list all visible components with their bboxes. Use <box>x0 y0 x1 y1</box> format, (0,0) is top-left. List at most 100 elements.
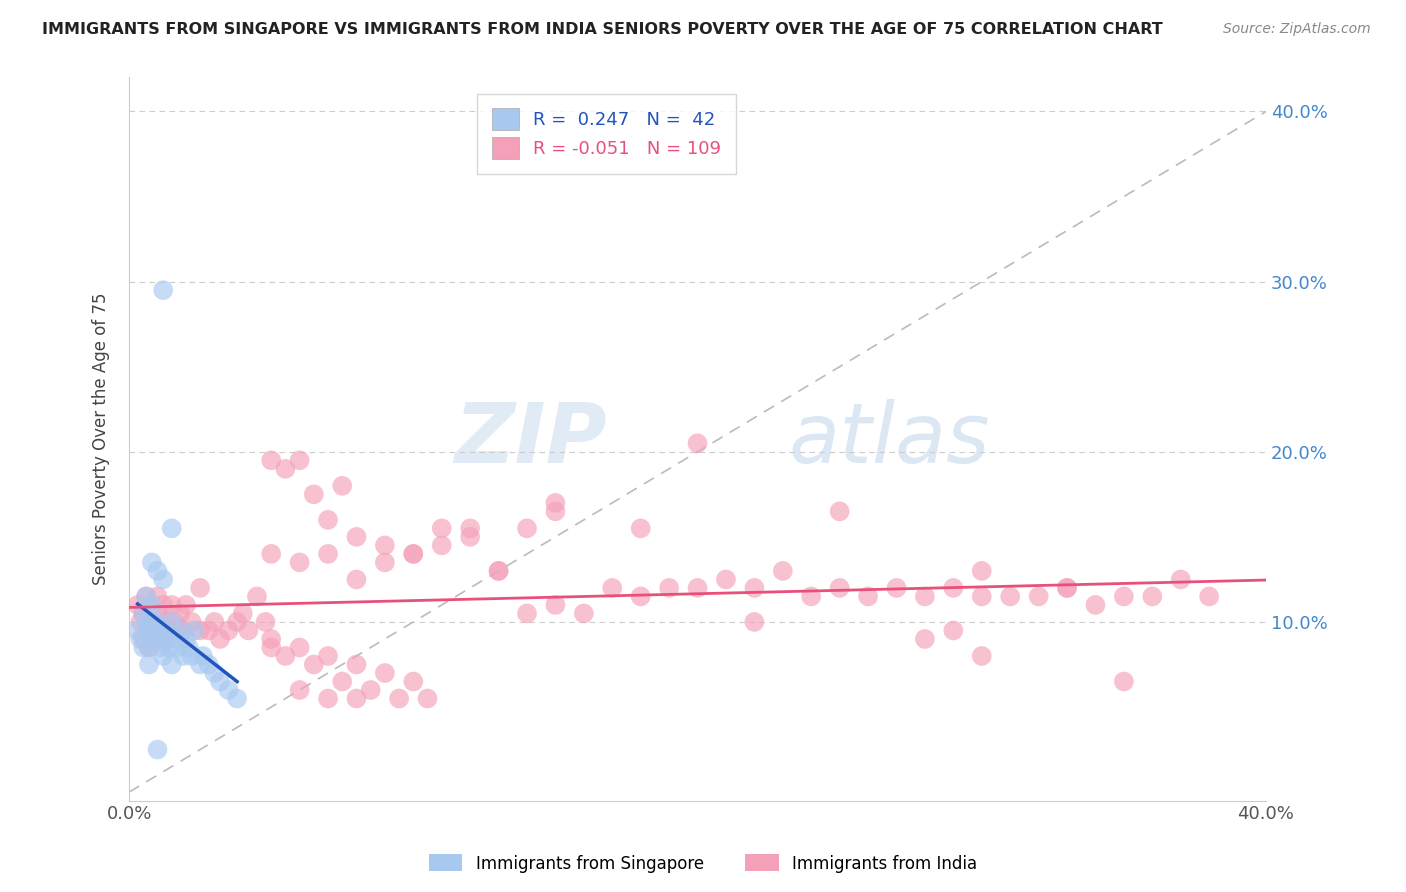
Point <box>630 521 652 535</box>
Point <box>160 615 183 629</box>
Point <box>488 564 510 578</box>
Point <box>226 691 249 706</box>
Point <box>155 632 177 646</box>
Point <box>152 573 174 587</box>
Text: atlas: atlas <box>789 399 990 480</box>
Point <box>138 624 160 638</box>
Point <box>516 521 538 535</box>
Point <box>544 598 567 612</box>
Point <box>274 462 297 476</box>
Point <box>152 598 174 612</box>
Point <box>914 632 936 646</box>
Point <box>132 607 155 621</box>
Point <box>146 742 169 756</box>
Point <box>856 590 879 604</box>
Point <box>188 657 211 672</box>
Point <box>135 590 157 604</box>
Point <box>800 590 823 604</box>
Point <box>416 691 439 706</box>
Point <box>970 648 993 663</box>
Point <box>274 648 297 663</box>
Point <box>146 632 169 646</box>
Point <box>430 538 453 552</box>
Point <box>828 504 851 518</box>
Point <box>129 632 152 646</box>
Point <box>141 615 163 629</box>
Point <box>346 691 368 706</box>
Point <box>172 624 194 638</box>
Point <box>141 615 163 629</box>
Point <box>346 530 368 544</box>
Point <box>1056 581 1078 595</box>
Point <box>744 615 766 629</box>
Point <box>160 598 183 612</box>
Point <box>197 657 219 672</box>
Text: IMMIGRANTS FROM SINGAPORE VS IMMIGRANTS FROM INDIA SENIORS POVERTY OVER THE AGE : IMMIGRANTS FROM SINGAPORE VS IMMIGRANTS … <box>42 22 1163 37</box>
Point <box>132 632 155 646</box>
Text: Source: ZipAtlas.com: Source: ZipAtlas.com <box>1223 22 1371 37</box>
Point <box>138 657 160 672</box>
Point <box>970 590 993 604</box>
Point <box>132 607 155 621</box>
Point <box>288 640 311 655</box>
Point <box>402 547 425 561</box>
Point <box>346 573 368 587</box>
Point <box>180 615 202 629</box>
Point <box>316 513 339 527</box>
Point <box>288 555 311 569</box>
Point <box>146 607 169 621</box>
Point <box>686 436 709 450</box>
Point <box>544 496 567 510</box>
Point <box>302 657 325 672</box>
Point <box>232 607 254 621</box>
Point <box>260 453 283 467</box>
Point <box>914 590 936 604</box>
Point <box>316 547 339 561</box>
Point <box>374 665 396 680</box>
Point <box>129 615 152 629</box>
Point <box>180 648 202 663</box>
Point <box>1112 590 1135 604</box>
Point <box>572 607 595 621</box>
Point <box>388 691 411 706</box>
Point <box>1028 590 1050 604</box>
Point <box>714 573 737 587</box>
Point <box>141 555 163 569</box>
Point <box>544 504 567 518</box>
Point <box>163 632 186 646</box>
Point <box>160 657 183 672</box>
Point <box>346 657 368 672</box>
Point <box>169 624 191 638</box>
Point <box>160 521 183 535</box>
Y-axis label: Seniors Poverty Over the Age of 75: Seniors Poverty Over the Age of 75 <box>93 293 110 585</box>
Point <box>430 521 453 535</box>
Point <box>208 674 231 689</box>
Point <box>146 590 169 604</box>
Point <box>138 624 160 638</box>
Point <box>169 607 191 621</box>
Point <box>254 615 277 629</box>
Point <box>127 598 149 612</box>
Point <box>177 640 200 655</box>
Point <box>246 590 269 604</box>
Point <box>360 683 382 698</box>
Point <box>630 590 652 604</box>
Point <box>302 487 325 501</box>
Point <box>238 624 260 638</box>
Point <box>260 640 283 655</box>
Point <box>516 607 538 621</box>
Point <box>149 640 172 655</box>
Point <box>191 648 214 663</box>
Point <box>135 590 157 604</box>
Point <box>127 624 149 638</box>
Point <box>172 648 194 663</box>
Point <box>197 624 219 638</box>
Point <box>202 665 225 680</box>
Point <box>188 624 211 638</box>
Point <box>149 624 172 638</box>
Point <box>374 555 396 569</box>
Point <box>226 615 249 629</box>
Point <box>183 624 205 638</box>
Point <box>155 615 177 629</box>
Point <box>658 581 681 595</box>
